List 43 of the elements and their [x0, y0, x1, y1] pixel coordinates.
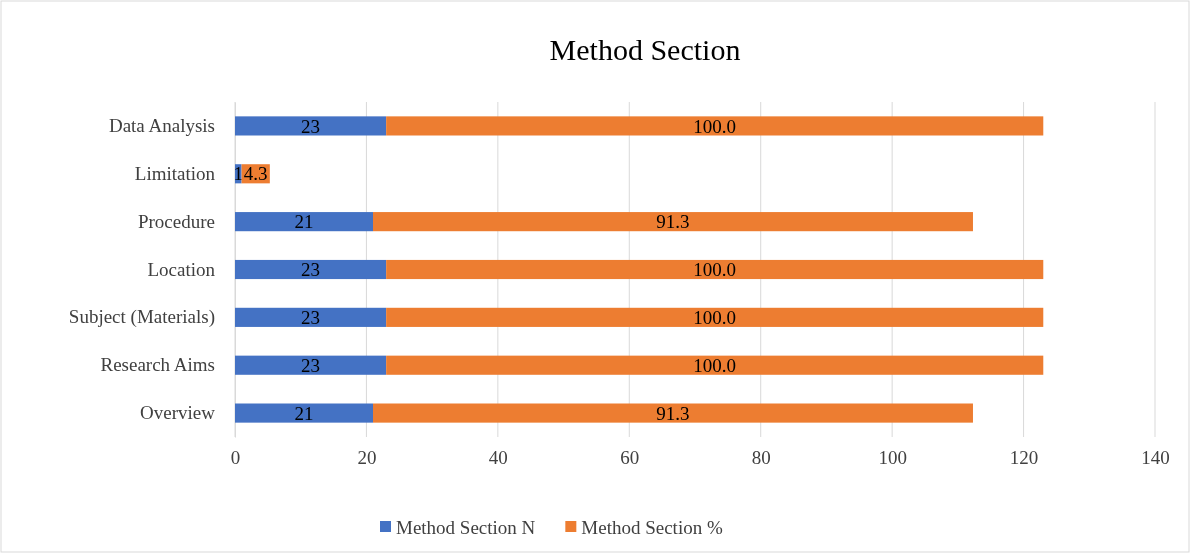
x-tick-label: 100 [878, 447, 907, 469]
x-tick-label: 40 [488, 447, 508, 469]
legend-label: Method Section % [581, 516, 723, 538]
legend-label: Method Section N [396, 516, 536, 538]
bar [235, 212, 373, 232]
data-label: 100.0 [693, 259, 737, 281]
bar [235, 259, 387, 280]
x-tick-label: 20 [357, 447, 377, 469]
x-tick-label: 120 [1009, 447, 1039, 469]
data-label: 23 [301, 307, 321, 329]
data-label: 91.3 [656, 211, 690, 233]
y-tick-label: Subject (Materials) [68, 306, 215, 329]
y-tick-label: Location [147, 258, 216, 280]
data-label: 91.3 [656, 402, 690, 424]
data-label: 4.3 [243, 163, 268, 185]
x-tick-label: 60 [620, 447, 640, 469]
data-label: 100.0 [693, 115, 737, 137]
y-tick-label: Data Analysis [108, 115, 215, 137]
y-tick-label: Overview [140, 402, 216, 424]
bar [386, 116, 1044, 136]
y-tick-label: Research Aims [100, 354, 215, 376]
data-label: 100.0 [693, 307, 737, 329]
data-label: 100.0 [693, 354, 737, 376]
chart-title: Method Section [549, 33, 741, 66]
y-tick-label: Limitation [134, 162, 216, 184]
bar [235, 355, 387, 375]
bar [235, 307, 387, 327]
x-tick-label: 80 [751, 447, 771, 469]
data-label: 23 [301, 354, 321, 376]
data-label: 23 [301, 115, 321, 137]
bar [235, 116, 387, 136]
x-tick-label: 0 [230, 447, 241, 469]
data-label: 21 [294, 402, 314, 424]
data-label: 23 [301, 259, 321, 281]
bar [386, 355, 1044, 375]
bar [373, 403, 973, 423]
data-label: 21 [294, 211, 314, 233]
bar [373, 212, 973, 232]
x-tick-label: 140 [1141, 447, 1170, 469]
y-tick-label: Procedure [137, 210, 215, 232]
bar [386, 259, 1044, 280]
bar [386, 307, 1044, 327]
bar [235, 403, 373, 423]
